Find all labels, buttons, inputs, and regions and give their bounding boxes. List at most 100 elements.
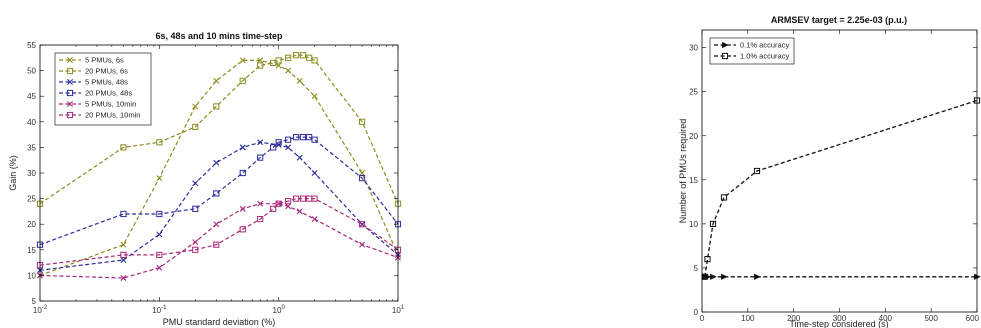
legend-entry: 20 PMUs, 48s: [59, 89, 132, 98]
x-ticks: 10-2 10-1 100 101: [33, 45, 405, 315]
legend-marker: [66, 67, 74, 75]
legend-label: 20 PMUs, 6s: [85, 67, 128, 76]
legend-label: 5 PMUs, 10min: [85, 100, 136, 109]
y-tick-label: 20: [689, 132, 698, 141]
data-point: [257, 62, 264, 69]
y-tick-label: 5: [32, 297, 37, 306]
data-point: [275, 62, 282, 69]
data-point: [753, 167, 761, 175]
legend-box: [54, 52, 152, 126]
y-tick-label: 15: [689, 176, 698, 185]
legend-marker: [722, 41, 729, 49]
data-point: [709, 220, 717, 227]
data-point: [293, 52, 300, 59]
legend-box: [709, 37, 795, 65]
data-point: [156, 139, 163, 146]
legend: 5 PMUs, 6s 20 PMUs, 6s 5 PMUs, 48s 20 PMUs,…: [54, 52, 152, 126]
legend-label: 5 PMUs, 6s: [85, 56, 124, 65]
y-tick-label: 30: [27, 169, 36, 178]
data-point: [257, 139, 264, 146]
data-point: [270, 205, 277, 212]
data-point: [213, 241, 220, 248]
y-tick-label: 40: [27, 118, 36, 127]
data-point: [213, 159, 220, 166]
plot-area: [702, 30, 977, 312]
data-point: [213, 221, 220, 228]
x-axis-label: PMU standard deviation (%): [163, 317, 276, 327]
legend-entry: 20 PMUs, 6s: [59, 67, 128, 76]
data-point: [239, 77, 246, 84]
data-point: [285, 54, 292, 61]
legend-entry: 5 PMUs, 48s: [59, 78, 128, 87]
data-point: [358, 221, 366, 228]
data-point: [285, 198, 292, 205]
data-point: [120, 257, 127, 264]
y-tick-label: 45: [27, 92, 36, 101]
series-1: [701, 97, 981, 280]
y-tick-label: 25: [689, 88, 698, 97]
x-tick-label: 400: [879, 314, 893, 323]
x-tick-label: 101: [392, 305, 405, 315]
data-point: [213, 77, 220, 84]
data-point: [213, 190, 220, 197]
data-point: [293, 134, 300, 141]
data-point: [358, 175, 366, 182]
series-1: [36, 52, 402, 207]
x-tick-label: 200: [787, 314, 801, 323]
series-4: [37, 200, 401, 281]
data-point: [192, 103, 199, 110]
y-tick-label: 10: [27, 271, 36, 280]
legend-marker: [67, 57, 73, 63]
data-point: [120, 241, 127, 248]
data-point: [120, 274, 127, 281]
x-axis-label: Time-step considered (s): [789, 319, 888, 328]
y-tick-label: 30: [689, 44, 698, 53]
legend: 0.1% accuracy 1.0% accuracy: [709, 37, 795, 65]
data-point: [720, 194, 728, 201]
x-tick-label: 10-2: [33, 305, 48, 315]
data-point: [257, 215, 264, 223]
data-point: [721, 273, 728, 280]
data-point: [311, 93, 318, 100]
legend-marker: [67, 101, 73, 107]
y-tick-label: 35: [27, 143, 36, 152]
data-point: [239, 144, 246, 151]
chart-title: ARMSEV target = 2.25e-03 (p.u.): [771, 15, 907, 25]
x-ticks: 0 100 200 300 400 500 600: [700, 30, 980, 323]
data-point: [710, 273, 717, 280]
legend-entry: 5 PMUs, 10min: [59, 100, 136, 109]
legend-label: 20 PMUs, 48s: [85, 89, 132, 98]
data-point: [754, 273, 761, 280]
data-point: [239, 226, 246, 233]
data-point: [192, 123, 199, 131]
data-point: [120, 144, 127, 151]
y-tick-label: 5: [694, 264, 699, 273]
data-point: [285, 136, 292, 143]
data-point: [192, 246, 199, 253]
data-point: [270, 144, 277, 151]
data-point: [358, 118, 366, 125]
data-point: [293, 195, 300, 202]
legend-entry: 20 PMUs, 10min: [59, 111, 140, 120]
y-tick-label: 20: [27, 220, 36, 229]
data-point: [156, 210, 163, 218]
legend-marker: [66, 111, 74, 119]
data-point: [257, 200, 264, 207]
y-axis-label: Number of PMUs required: [678, 119, 688, 224]
chart-left: 5 10 15 20 25 30 35 40 45 50 55 10-2 10-1 100 101 6s,…: [8, 31, 405, 327]
data-point: [311, 57, 318, 64]
data-point: [120, 251, 127, 259]
data-point: [311, 195, 318, 202]
data-point: [299, 195, 307, 202]
series-group: [701, 97, 981, 280]
x-tick-label: 0: [700, 314, 705, 323]
data-point: [257, 57, 264, 64]
legend-marker: [67, 79, 73, 85]
data-point: [120, 210, 127, 218]
data-point: [156, 175, 163, 182]
data-point: [704, 256, 711, 263]
data-point: [156, 231, 163, 238]
data-point: [359, 170, 366, 176]
data-point: [156, 251, 163, 259]
chart-title: 6s, 48s and 10 mins time-step: [155, 31, 283, 41]
